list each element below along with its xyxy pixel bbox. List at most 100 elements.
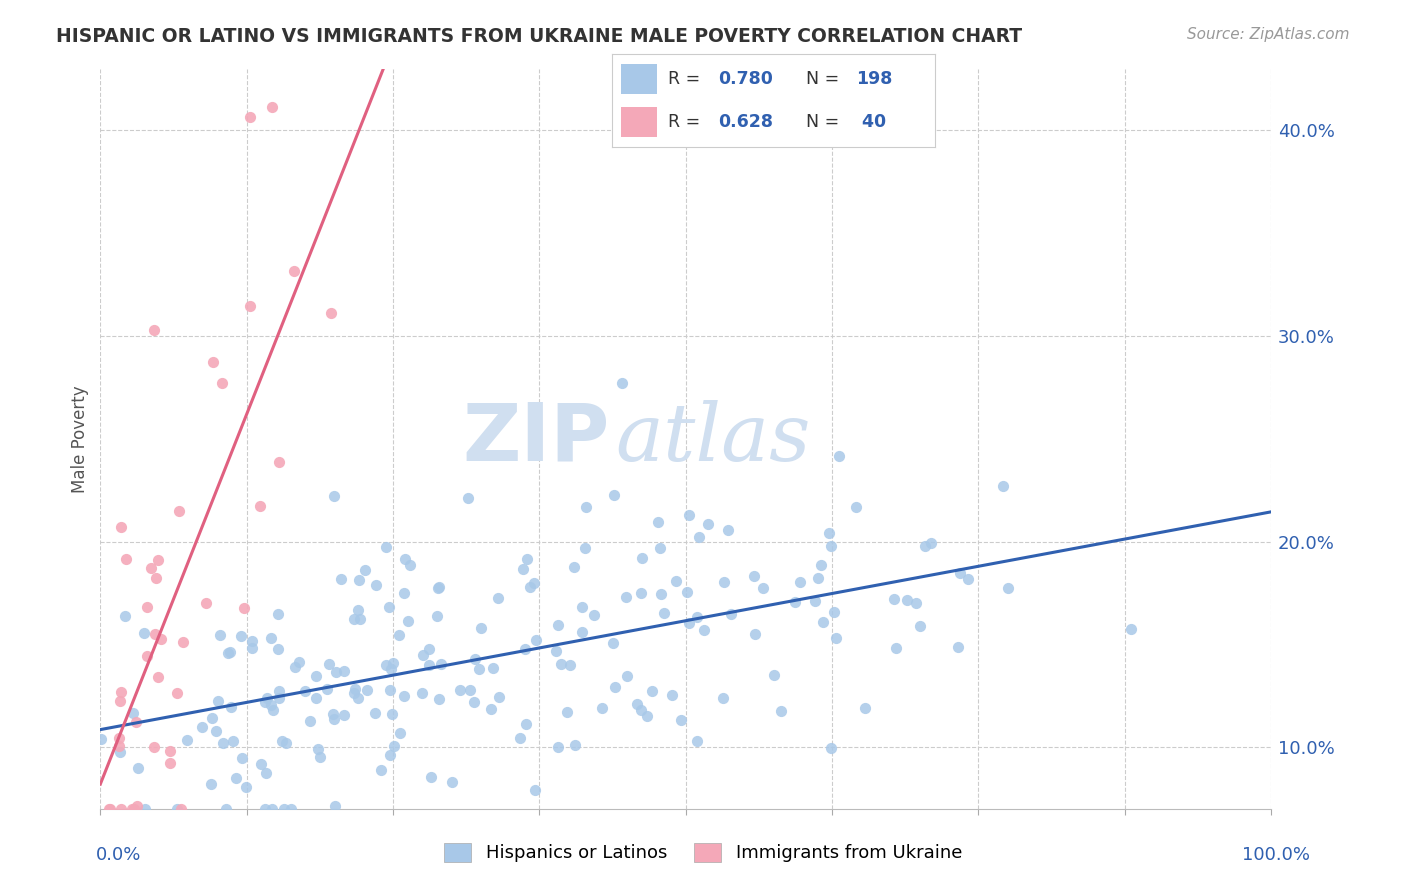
Point	[823, 605, 845, 619]
Point	[121, 706, 143, 721]
Point	[914, 539, 936, 553]
Point	[260, 631, 283, 645]
Point	[647, 515, 669, 529]
Point	[853, 701, 876, 715]
Point	[143, 627, 166, 641]
Point	[388, 726, 411, 740]
Point	[145, 571, 167, 585]
Point	[720, 607, 742, 621]
Point	[380, 662, 402, 676]
Point	[636, 709, 658, 723]
Point	[603, 680, 626, 694]
FancyBboxPatch shape	[621, 107, 657, 136]
Point	[323, 489, 346, 503]
Y-axis label: Male Poverty: Male Poverty	[72, 385, 89, 492]
Point	[652, 607, 675, 621]
Point	[650, 541, 672, 556]
Point	[883, 592, 905, 607]
Point	[307, 742, 329, 756]
Point	[166, 802, 188, 816]
Point	[783, 595, 806, 609]
Point	[166, 686, 188, 700]
Point	[418, 641, 440, 656]
Point	[641, 684, 664, 698]
Point	[273, 802, 295, 816]
Point	[325, 665, 347, 680]
Point	[134, 626, 156, 640]
Point	[807, 571, 830, 585]
Point	[523, 783, 546, 797]
Point	[135, 599, 157, 614]
Point	[557, 705, 579, 719]
Point	[267, 690, 290, 705]
Point	[547, 740, 569, 755]
Point	[202, 354, 225, 368]
Point	[205, 723, 228, 738]
Point	[827, 449, 849, 463]
Point	[418, 657, 440, 672]
Point	[946, 640, 969, 655]
Point	[509, 731, 531, 746]
Point	[239, 299, 262, 313]
Point	[343, 682, 366, 697]
Text: N =: N =	[806, 113, 845, 131]
Point	[170, 802, 193, 816]
Point	[309, 750, 332, 764]
Text: R =: R =	[668, 113, 706, 131]
Point	[232, 601, 254, 615]
Point	[693, 624, 716, 638]
Point	[374, 657, 396, 672]
Point	[90, 731, 112, 746]
Point	[201, 711, 224, 725]
Point	[464, 651, 486, 665]
Point	[229, 629, 252, 643]
Point	[100, 802, 122, 816]
Point	[217, 646, 239, 660]
Point	[676, 585, 699, 599]
Point	[661, 689, 683, 703]
Point	[820, 740, 842, 755]
FancyBboxPatch shape	[621, 64, 657, 94]
Point	[488, 591, 510, 605]
Point	[375, 540, 398, 554]
Point	[254, 802, 277, 816]
Point	[235, 780, 257, 794]
Point	[398, 558, 420, 573]
Point	[411, 686, 433, 700]
Point	[269, 683, 291, 698]
Point	[884, 640, 907, 655]
Point	[905, 596, 928, 610]
Point	[997, 581, 1019, 595]
Point	[440, 774, 463, 789]
Point	[583, 607, 606, 622]
Point	[347, 573, 370, 587]
Text: ZIP: ZIP	[463, 400, 610, 478]
Point	[318, 657, 340, 672]
Point	[146, 552, 169, 566]
Point	[789, 575, 811, 590]
Point	[249, 499, 271, 513]
Point	[349, 611, 371, 625]
Point	[222, 734, 245, 748]
Point	[810, 558, 832, 572]
Point	[304, 669, 326, 683]
Point	[333, 665, 356, 679]
Point	[678, 615, 700, 630]
Point	[343, 686, 366, 700]
Point	[219, 700, 242, 714]
Point	[575, 500, 598, 514]
Point	[845, 500, 868, 514]
Point	[143, 323, 166, 337]
Point	[482, 661, 505, 675]
Point	[304, 691, 326, 706]
Point	[366, 578, 388, 592]
Point	[697, 517, 720, 532]
Text: 0.780: 0.780	[718, 70, 773, 87]
Text: atlas: atlas	[616, 400, 811, 477]
Point	[256, 690, 278, 705]
Point	[364, 706, 387, 720]
Point	[957, 572, 980, 586]
Point	[686, 734, 709, 748]
Text: 198: 198	[856, 70, 893, 87]
Point	[713, 575, 735, 590]
